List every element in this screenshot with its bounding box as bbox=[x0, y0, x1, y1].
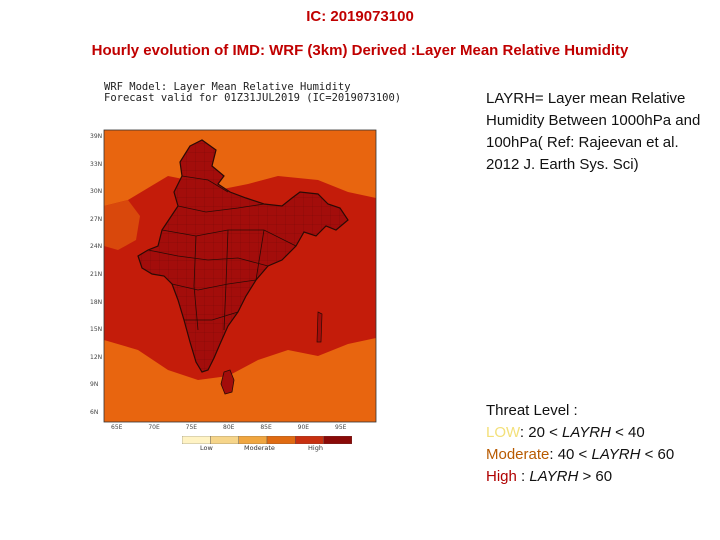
threat-moderate-tail: < 60 bbox=[640, 446, 675, 463]
lon-label: 95E bbox=[335, 424, 347, 431]
threat-low: LOW: 20 < LAYRH < 40 bbox=[486, 422, 711, 444]
threat-levels: Threat Level : LOW: 20 < LAYRH < 40 Mode… bbox=[486, 400, 711, 488]
sri-lanka bbox=[220, 369, 235, 395]
state-boundaries bbox=[147, 175, 297, 331]
humidity-map-panel: WRF Model: Layer Mean Relative Humidity … bbox=[78, 80, 402, 453]
threat-low-range: : 20 < bbox=[519, 424, 563, 441]
threat-low-label: LOW bbox=[486, 424, 520, 441]
layrh-description: LAYRH= Layer mean Relative Humidity Betw… bbox=[486, 90, 701, 173]
lat-label: 33N bbox=[90, 160, 103, 168]
moderate-zone-south bbox=[104, 338, 376, 422]
humidity-map bbox=[103, 129, 377, 423]
threat-moderate-var: LAYRH bbox=[591, 446, 641, 463]
threat-moderate: Moderate: 40 < LAYRH < 60 bbox=[486, 444, 711, 466]
lon-label: 70E bbox=[148, 424, 160, 431]
lat-label: 6N bbox=[90, 409, 99, 416]
threat-moderate-label: Moderate bbox=[486, 446, 550, 463]
map-frame bbox=[103, 129, 377, 423]
lon-label: 90E bbox=[297, 424, 310, 431]
colorbar bbox=[182, 436, 352, 444]
colorbar-swatch bbox=[323, 436, 352, 444]
map-header: WRF Model: Layer Mean Relative Humidity … bbox=[104, 81, 402, 104]
lon-label: 85E bbox=[260, 424, 272, 431]
moderate-zone-north bbox=[104, 130, 376, 206]
lon-label: 75E bbox=[185, 424, 198, 431]
threat-low-tail: < 40 bbox=[610, 424, 645, 441]
lat-label: 15N bbox=[90, 326, 103, 334]
colorbar-label-high: High bbox=[308, 444, 323, 452]
threat-high-var: LAYRH bbox=[529, 468, 579, 485]
lat-label: 30N bbox=[90, 188, 103, 196]
page-title: Hourly evolution of IMD: WRF (3km) Deriv… bbox=[91, 42, 629, 59]
lat-label: 21N bbox=[90, 271, 103, 278]
ic-title: IC: 2019073100 bbox=[306, 8, 414, 25]
threat-heading: Threat Level : bbox=[486, 402, 578, 419]
lon-label: 80E bbox=[223, 424, 235, 431]
colorbar-label-moderate: Moderate bbox=[244, 444, 275, 452]
colorbar-label-low: Low bbox=[200, 444, 213, 452]
colorbar-labels: Low Moderate High bbox=[182, 442, 352, 452]
threat-moderate-range: : 40 < bbox=[549, 446, 592, 463]
lat-label: 18N bbox=[90, 298, 103, 306]
threat-high-range: : bbox=[516, 468, 530, 485]
india-grid-texture bbox=[138, 140, 348, 372]
threat-high-tail: > 60 bbox=[578, 468, 613, 485]
andaman-islands bbox=[316, 311, 323, 343]
lat-label: 27N bbox=[90, 215, 103, 223]
lat-label: 24N bbox=[90, 243, 103, 251]
threat-high-label: High bbox=[486, 468, 517, 485]
lon-label: 65E bbox=[111, 424, 123, 431]
map-header-line1: WRF Model: Layer Mean Relative Humidity bbox=[104, 81, 351, 93]
map-header-line2: Forecast valid for 01Z31JUL2019 (IC=2019… bbox=[104, 92, 402, 104]
threat-low-var: LAYRH bbox=[562, 424, 611, 441]
lat-label: 9N bbox=[90, 381, 99, 389]
lat-label: 12N bbox=[90, 353, 103, 361]
lat-label: 39N bbox=[90, 133, 103, 140]
threat-high: High : LAYRH > 60 bbox=[486, 466, 711, 488]
moderate-zone-nw bbox=[104, 200, 140, 250]
